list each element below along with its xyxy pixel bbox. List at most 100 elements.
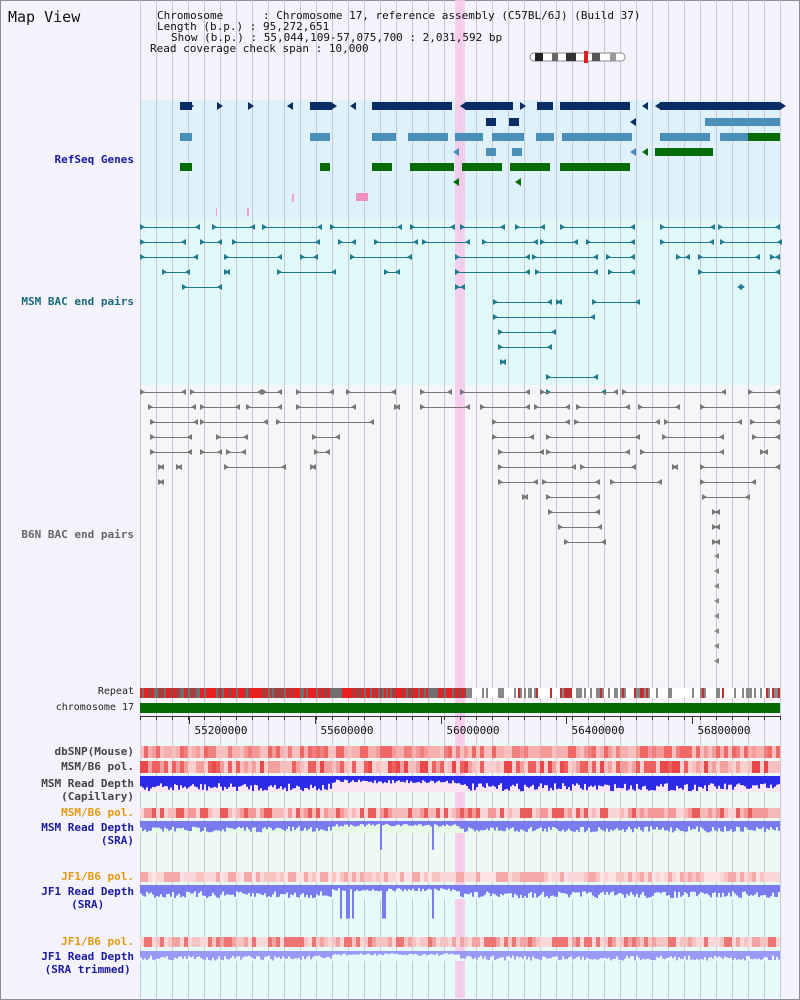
heat-cell (420, 746, 424, 758)
repeat-track[interactable] (140, 688, 780, 698)
msm-b6-pol-track-2[interactable] (140, 808, 780, 818)
chromosome-ideogram[interactable] (529, 51, 626, 63)
track-label-b6n-bac[interactable]: B6N BAC end pairs (21, 528, 134, 541)
depth-bar (694, 776, 696, 785)
heat-cell (752, 937, 756, 947)
depth-bar (620, 776, 622, 789)
depth-bar (762, 776, 764, 785)
msm-depth-capillary-track[interactable] (140, 776, 780, 792)
repeat-mark (222, 688, 224, 698)
heat-cell (216, 808, 220, 818)
depth-bar (280, 885, 282, 895)
heat-cell (528, 808, 532, 818)
depth-bar (232, 776, 234, 787)
b6n-bac-pair-end (748, 389, 753, 395)
depth-bar (634, 821, 636, 828)
depth-bar (180, 821, 182, 829)
heat-cell (508, 937, 512, 947)
b6n-bac-track[interactable] (140, 389, 780, 664)
dbsnp-track[interactable] (140, 746, 780, 758)
heat-cell (520, 746, 524, 758)
track-label-jf1-b6-pol-1[interactable]: JF1/B6 pol. (61, 870, 134, 883)
heat-cell (156, 761, 160, 773)
jf1-b6-pol-track-1[interactable] (140, 872, 780, 882)
heat-cell (720, 761, 724, 773)
heat-cell (556, 761, 560, 773)
depth-bar (304, 951, 306, 960)
heat-cell (588, 872, 592, 882)
depth-bar (360, 885, 362, 891)
track-label-dbsnp[interactable]: dbSNP(Mouse) (54, 745, 134, 758)
track-label-repeat[interactable]: Repeat (97, 686, 134, 697)
depth-bar (596, 821, 598, 832)
depth-bar (344, 885, 346, 891)
jf1-depth-trim-track[interactable] (140, 951, 780, 961)
depth-bar (280, 776, 282, 787)
track-label-msm-bac[interactable]: MSM BAC end pairs (21, 295, 134, 308)
msm-b6-pol-track-1[interactable] (140, 761, 780, 773)
track-label-msm-depth-cap[interactable]: MSM Read Depth (Capillary) (41, 777, 134, 803)
depth-bar (358, 821, 360, 826)
selection-highlight[interactable] (455, 0, 465, 998)
depth-bar (342, 951, 344, 954)
heat-cell (376, 761, 380, 773)
depth-bar (696, 885, 698, 897)
depth-bar (154, 821, 156, 828)
depth-bar (550, 885, 552, 896)
heat-cell (552, 808, 556, 818)
heat-cell (444, 808, 448, 818)
refseq-genes-track[interactable] (180, 102, 786, 216)
repeat-mark (640, 688, 642, 698)
b6n-bac-end (714, 658, 719, 664)
repeat-mark (276, 688, 278, 698)
heat-cell (196, 746, 200, 758)
track-label-jf1-depth-sra[interactable]: JF1 Read Depth (SRA) (41, 885, 134, 911)
heat-cell (460, 746, 464, 758)
depth-bar (406, 776, 408, 780)
depth-bar (472, 885, 474, 897)
heat-cell (596, 746, 600, 758)
repeat-mark (458, 688, 460, 698)
track-label-jf1-b6-pol-2[interactable]: JF1/B6 pol. (61, 935, 134, 948)
depth-bar (538, 776, 540, 787)
depth-bar (612, 885, 614, 892)
depth-bar (246, 885, 248, 895)
depth-bar (668, 821, 670, 832)
depth-bar (172, 776, 174, 791)
depth-bar (760, 776, 762, 784)
depth-bar (626, 821, 628, 830)
track-label-msm-b6-pol-2[interactable]: MSM/B6 pol. (61, 806, 134, 819)
heat-cell (468, 746, 472, 758)
jf1-b6-pol-track-2[interactable] (140, 937, 780, 947)
jf1-depth-sra-track[interactable] (140, 885, 780, 919)
track-label-chromosome[interactable]: chromosome 17 (55, 702, 134, 713)
msm-depth-sra-track[interactable] (140, 821, 780, 850)
track-label-jf1-depth-trim[interactable]: JF1 Read Depth (SRA trimmed) (41, 950, 134, 976)
track-label-msm-b6-pol-1[interactable]: MSM/B6 pol. (61, 760, 134, 773)
heat-cell (668, 808, 672, 818)
heat-cell (544, 761, 548, 773)
depth-bar (144, 821, 146, 830)
depth-bar (278, 885, 280, 897)
jf1-depth-trim-line2: (SRA trimmed) (44, 963, 131, 976)
heat-cell (732, 808, 736, 818)
heat-cell (776, 872, 780, 882)
b6n-bac-pair-end (200, 419, 205, 425)
depth-bar (702, 951, 704, 960)
depth-bar (630, 885, 632, 893)
depth-bar (576, 776, 578, 784)
depth-bar (394, 885, 396, 892)
heat-cell (312, 761, 316, 773)
repeat-mark (768, 688, 770, 698)
heat-cell (532, 808, 536, 818)
b6n-bac-pair-end (281, 464, 286, 470)
track-label-refseq[interactable]: RefSeq Genes (54, 153, 134, 166)
depth-bar (590, 951, 592, 960)
heat-cell (612, 761, 616, 773)
track-label-msm-depth-sra[interactable]: MSM Read Depth (SRA) (41, 821, 134, 847)
heat-cell (604, 808, 608, 818)
heat-cell (348, 808, 352, 818)
depth-bar (330, 951, 332, 959)
depth-bar (198, 885, 200, 894)
